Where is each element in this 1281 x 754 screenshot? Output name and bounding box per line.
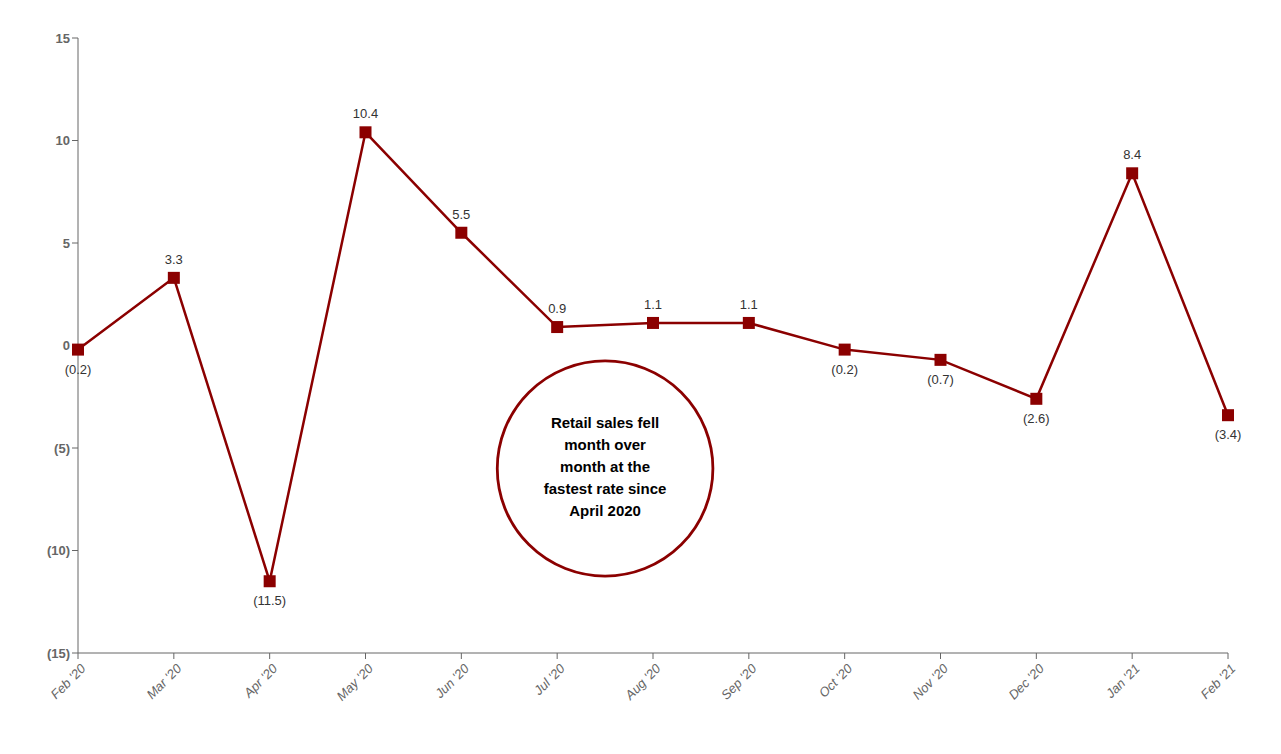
svg-text:8.4: 8.4 <box>1123 147 1141 162</box>
svg-text:Nov '20: Nov '20 <box>910 660 952 702</box>
svg-text:(0.2): (0.2) <box>831 362 858 377</box>
svg-text:(2.6): (2.6) <box>1023 411 1050 426</box>
svg-text:Jan '21: Jan '21 <box>1102 661 1143 702</box>
svg-text:(0.2): (0.2) <box>65 362 92 377</box>
svg-text:(15): (15) <box>47 646 70 661</box>
svg-text:Oct '20: Oct '20 <box>816 660 856 700</box>
svg-text:Apr '20: Apr '20 <box>240 660 281 701</box>
svg-text:Jul '20: Jul '20 <box>530 660 568 698</box>
svg-text:Mar '20: Mar '20 <box>143 660 185 702</box>
svg-text:Retail sales fellmonth overmon: Retail sales fellmonth overmonth at thef… <box>544 414 667 519</box>
svg-text:(11.5): (11.5) <box>253 593 286 608</box>
svg-text:5: 5 <box>63 236 70 251</box>
svg-text:10.4: 10.4 <box>353 106 378 121</box>
svg-text:3.3: 3.3 <box>165 252 183 267</box>
svg-text:Jun '20: Jun '20 <box>431 660 472 701</box>
svg-text:(10): (10) <box>47 543 70 558</box>
svg-text:Dec '20: Dec '20 <box>1005 660 1047 702</box>
svg-text:15: 15 <box>56 31 70 46</box>
svg-text:0.9: 0.9 <box>548 301 566 316</box>
svg-text:Aug '20: Aug '20 <box>621 660 664 703</box>
svg-text:5.5: 5.5 <box>452 207 470 222</box>
svg-text:May '20: May '20 <box>334 660 377 703</box>
svg-text:1.1: 1.1 <box>740 297 758 312</box>
svg-text:Feb '20: Feb '20 <box>48 660 90 702</box>
svg-text:1.1: 1.1 <box>644 297 662 312</box>
svg-text:(0.7): (0.7) <box>927 372 954 387</box>
svg-text:Sep '20: Sep '20 <box>718 660 760 702</box>
svg-text:(3.4): (3.4) <box>1215 427 1242 442</box>
svg-text:10: 10 <box>56 133 70 148</box>
svg-text:0: 0 <box>63 338 70 353</box>
svg-text:Feb '21: Feb '21 <box>1198 661 1239 702</box>
svg-text:(5): (5) <box>54 441 70 456</box>
